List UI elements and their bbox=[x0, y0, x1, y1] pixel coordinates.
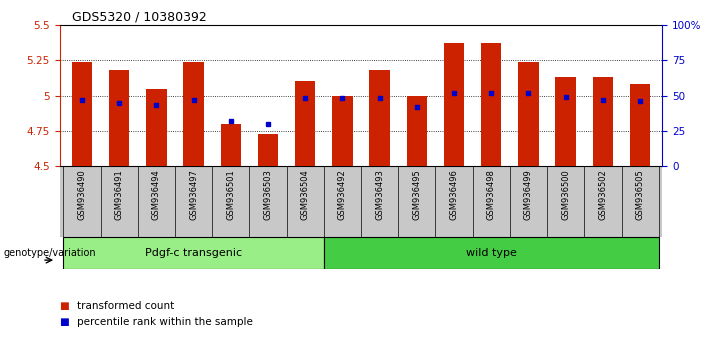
Text: ■: ■ bbox=[60, 301, 73, 311]
Bar bbox=[109, 70, 130, 166]
Text: GSM936500: GSM936500 bbox=[562, 169, 570, 220]
Bar bbox=[518, 62, 538, 166]
Bar bbox=[295, 81, 315, 166]
Bar bbox=[592, 77, 613, 166]
Text: GSM936495: GSM936495 bbox=[412, 169, 421, 220]
Bar bbox=[258, 134, 278, 166]
Bar bbox=[221, 124, 241, 166]
Text: GSM936499: GSM936499 bbox=[524, 169, 533, 220]
Text: transformed count: transformed count bbox=[77, 301, 175, 311]
Text: GSM936491: GSM936491 bbox=[115, 169, 123, 220]
Bar bbox=[72, 62, 92, 166]
Text: GSM936505: GSM936505 bbox=[636, 169, 645, 220]
Bar bbox=[184, 62, 204, 166]
Bar bbox=[630, 84, 651, 166]
Bar bbox=[407, 96, 427, 166]
Text: Pdgf-c transgenic: Pdgf-c transgenic bbox=[145, 248, 242, 258]
Text: GSM936501: GSM936501 bbox=[226, 169, 236, 220]
Text: GSM936490: GSM936490 bbox=[77, 169, 86, 220]
Bar bbox=[555, 77, 576, 166]
Text: GSM936504: GSM936504 bbox=[301, 169, 310, 220]
Text: genotype/variation: genotype/variation bbox=[4, 248, 96, 258]
Bar bbox=[481, 43, 501, 166]
Text: GSM936492: GSM936492 bbox=[338, 169, 347, 220]
Text: GSM936498: GSM936498 bbox=[486, 169, 496, 220]
Text: GSM936502: GSM936502 bbox=[599, 169, 607, 220]
Text: GSM936496: GSM936496 bbox=[449, 169, 458, 220]
Bar bbox=[146, 88, 167, 166]
Text: GSM936494: GSM936494 bbox=[152, 169, 161, 220]
Text: wild type: wild type bbox=[466, 248, 517, 258]
Text: GSM936497: GSM936497 bbox=[189, 169, 198, 220]
Bar bbox=[444, 43, 464, 166]
Text: GDS5320 / 10380392: GDS5320 / 10380392 bbox=[72, 11, 206, 24]
Text: GSM936493: GSM936493 bbox=[375, 169, 384, 220]
Bar bbox=[369, 70, 390, 166]
Bar bbox=[324, 237, 659, 269]
Bar bbox=[332, 96, 353, 166]
Bar bbox=[63, 237, 324, 269]
Text: GSM936503: GSM936503 bbox=[264, 169, 273, 220]
Text: ■: ■ bbox=[60, 317, 73, 327]
Text: percentile rank within the sample: percentile rank within the sample bbox=[77, 317, 253, 327]
